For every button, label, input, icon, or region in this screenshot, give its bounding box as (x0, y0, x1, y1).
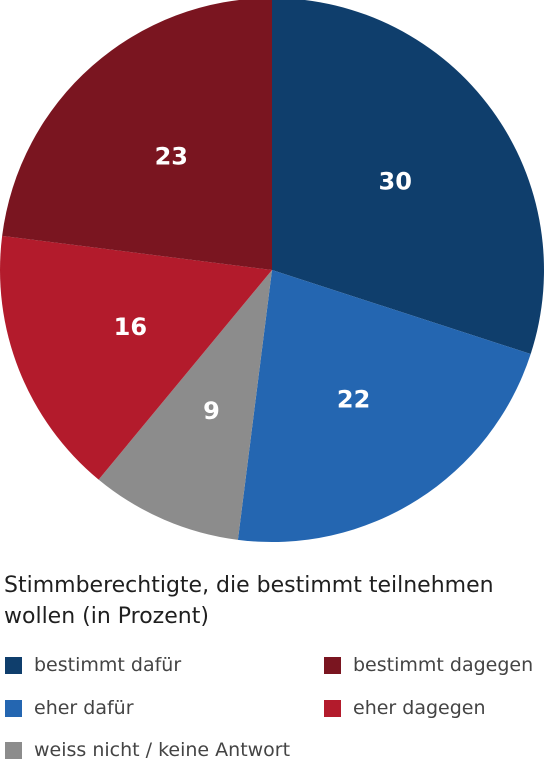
pie-slice-3 (98, 270, 273, 540)
legend-label: bestimmt dafür (34, 654, 182, 676)
slice-value-label-2: 22 (337, 386, 370, 414)
slice-value-label-4: 16 (114, 313, 147, 341)
legend-swatch (5, 741, 22, 759)
legend-item: bestimmt dagegen (324, 654, 533, 676)
slice-value-label-1: 30 (379, 167, 412, 195)
pie-slice-5 (2, 0, 272, 270)
legend-item: weiss nicht / keine Antwort (5, 739, 290, 761)
pie-chart: 30 22 9 16 23 (0, 0, 544, 542)
legend-label: eher dagegen (353, 697, 486, 719)
legend-swatch (324, 656, 341, 674)
chart-caption: Stimmberechtigte, die bestimmt teilnehme… (4, 573, 494, 629)
pie-slice-4 (0, 235, 272, 480)
legend-swatch (5, 699, 22, 717)
slice-value-label-3: 9 (203, 397, 220, 425)
legend-label: eher dafür (34, 697, 134, 719)
legend-item: eher dafür (5, 697, 134, 719)
legend-item: bestimmt dafür (5, 654, 181, 676)
legend-swatch (324, 699, 341, 717)
chart-legend: bestimmt dafür bestimmt dagegen eher dafür… (0, 650, 544, 774)
legend-item: eher dagegen (324, 697, 486, 719)
legend-swatch (5, 656, 22, 674)
pie-slice-2 (237, 270, 531, 542)
slice-value-label-5: 23 (155, 143, 188, 171)
legend-label: bestimmt dagegen (353, 654, 534, 676)
pie-slice-1 (272, 0, 544, 355)
legend-label: weiss nicht / keine Antwort (34, 739, 291, 761)
